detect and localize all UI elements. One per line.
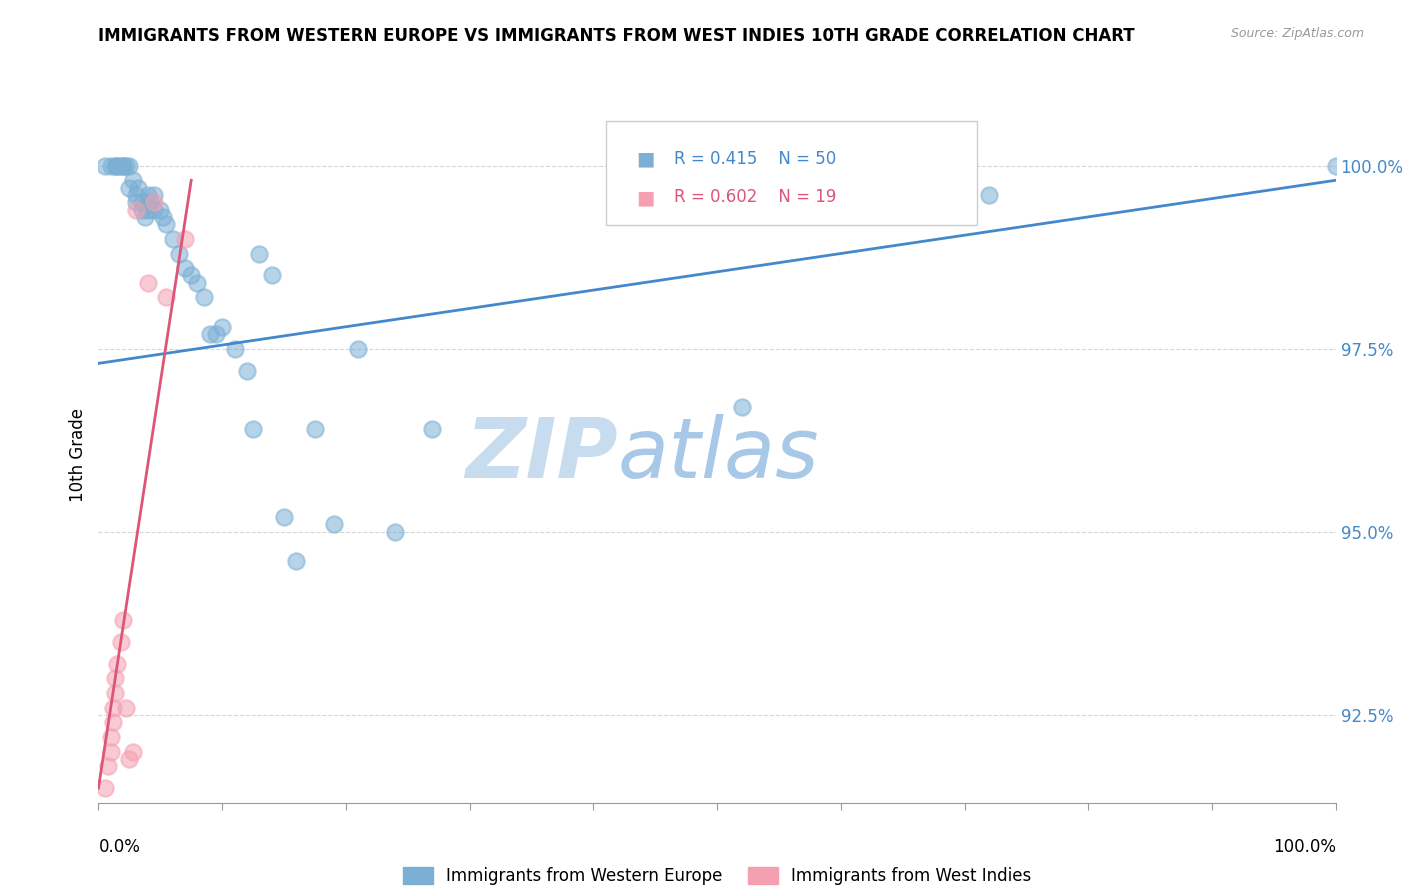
Point bbox=[136, 276, 159, 290]
Point bbox=[242, 422, 264, 436]
Point bbox=[143, 195, 166, 210]
Point bbox=[174, 261, 197, 276]
Point bbox=[205, 327, 228, 342]
Text: ■: ■ bbox=[637, 188, 655, 207]
Text: 100.0%: 100.0% bbox=[1272, 838, 1336, 856]
Text: 0.0%: 0.0% bbox=[98, 838, 141, 856]
Point bbox=[285, 554, 308, 568]
Point bbox=[114, 700, 136, 714]
Point bbox=[143, 188, 166, 202]
Text: ZIP: ZIP bbox=[465, 415, 619, 495]
Point bbox=[260, 268, 283, 283]
Point bbox=[224, 342, 246, 356]
Text: IMMIGRANTS FROM WESTERN EUROPE VS IMMIGRANTS FROM WEST INDIES 10TH GRADE CORRELA: IMMIGRANTS FROM WESTERN EUROPE VS IMMIGR… bbox=[98, 27, 1135, 45]
Point bbox=[273, 510, 295, 524]
Point bbox=[118, 752, 141, 766]
Point bbox=[180, 268, 202, 283]
Point bbox=[322, 517, 344, 532]
Point bbox=[731, 401, 754, 415]
Point bbox=[110, 159, 132, 173]
Point bbox=[422, 422, 444, 436]
FancyBboxPatch shape bbox=[606, 121, 977, 226]
Point bbox=[112, 159, 135, 173]
Point bbox=[122, 745, 145, 759]
Text: atlas: atlas bbox=[619, 415, 820, 495]
Point bbox=[304, 422, 326, 436]
Point bbox=[105, 657, 128, 671]
Point bbox=[131, 202, 153, 217]
Point bbox=[100, 745, 122, 759]
Point bbox=[100, 730, 122, 744]
Point bbox=[103, 715, 125, 730]
Point bbox=[136, 188, 159, 202]
Point bbox=[118, 180, 141, 194]
Point bbox=[118, 159, 141, 173]
Point bbox=[131, 195, 153, 210]
Point bbox=[152, 210, 174, 224]
Point bbox=[211, 319, 233, 334]
Point bbox=[162, 232, 184, 246]
Legend: Immigrants from Western Europe, Immigrants from West Indies: Immigrants from Western Europe, Immigran… bbox=[396, 861, 1038, 892]
Text: R = 0.602    N = 19: R = 0.602 N = 19 bbox=[673, 188, 837, 206]
Point bbox=[186, 276, 208, 290]
Point bbox=[134, 210, 156, 224]
Point bbox=[105, 159, 128, 173]
Point bbox=[155, 290, 177, 304]
Point bbox=[103, 159, 125, 173]
Point bbox=[136, 202, 159, 217]
Point bbox=[167, 246, 190, 260]
Point bbox=[103, 700, 125, 714]
Point bbox=[93, 159, 115, 173]
Point bbox=[1324, 159, 1347, 173]
Point bbox=[110, 634, 132, 648]
Point bbox=[155, 217, 177, 231]
Point bbox=[127, 180, 149, 194]
Point bbox=[103, 686, 125, 700]
Point bbox=[174, 232, 197, 246]
Point bbox=[347, 342, 370, 356]
Point bbox=[122, 173, 145, 187]
Point bbox=[149, 202, 172, 217]
Point bbox=[143, 202, 166, 217]
Point bbox=[236, 364, 259, 378]
Text: R = 0.415    N = 50: R = 0.415 N = 50 bbox=[673, 150, 837, 169]
Point bbox=[198, 327, 221, 342]
Point bbox=[124, 188, 146, 202]
Text: Source: ZipAtlas.com: Source: ZipAtlas.com bbox=[1230, 27, 1364, 40]
Point bbox=[93, 781, 115, 796]
Point bbox=[124, 202, 146, 217]
Point bbox=[112, 159, 135, 173]
Point bbox=[193, 290, 215, 304]
Text: ■: ■ bbox=[637, 150, 655, 169]
Point bbox=[384, 524, 406, 539]
Point bbox=[139, 195, 162, 210]
Point bbox=[114, 159, 136, 173]
Point bbox=[97, 759, 120, 773]
Point bbox=[105, 159, 128, 173]
Point bbox=[124, 195, 146, 210]
Point bbox=[100, 159, 122, 173]
Point bbox=[112, 613, 135, 627]
Point bbox=[247, 246, 270, 260]
Point bbox=[103, 671, 125, 685]
Point bbox=[979, 188, 1001, 202]
Y-axis label: 10th Grade: 10th Grade bbox=[69, 408, 87, 502]
